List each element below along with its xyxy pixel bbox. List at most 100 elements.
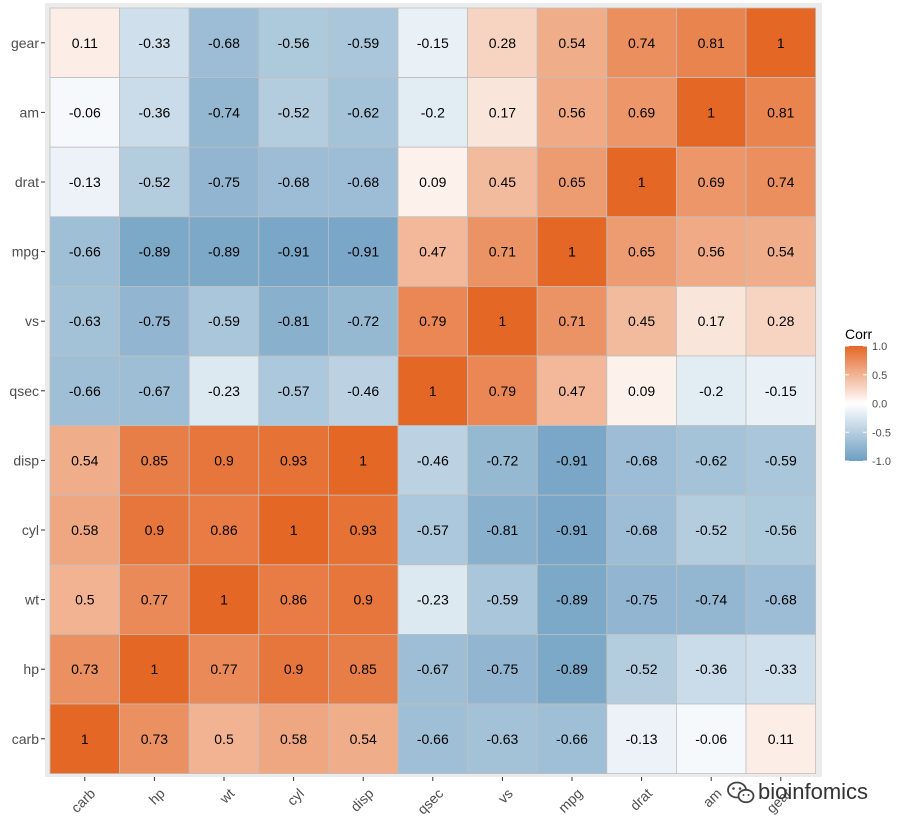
cell-value-label: -0.59 (208, 313, 240, 329)
cell-value-label: -0.56 (765, 522, 797, 538)
heatmap-cell (467, 7, 538, 78)
heatmap-cell (258, 703, 329, 774)
x-tick-label: wt (216, 785, 238, 807)
heatmap-cell (467, 146, 538, 218)
cell-value-label: -0.62 (347, 104, 379, 120)
heatmap-cell (327, 285, 399, 357)
legend-tick-label: -1.0 (872, 456, 891, 468)
x-tick-label: hp (146, 785, 168, 807)
heatmap-cell (536, 285, 608, 357)
cell-value-label: -0.68 (347, 174, 379, 190)
cell-value-label: -0.52 (695, 522, 727, 538)
cell-value-label: -0.66 (556, 731, 588, 747)
cell-value-label: 0.81 (767, 104, 794, 120)
heatmap-cell (258, 7, 329, 78)
heatmap-cell (258, 285, 329, 357)
heatmap-cell (606, 146, 677, 218)
heatmap-cell (536, 355, 608, 426)
heatmap-cell (397, 564, 468, 635)
heatmap-cell (745, 425, 816, 496)
heatmap-cell (327, 77, 399, 148)
cell-value-label: -0.75 (208, 174, 240, 190)
watermark: bioinfomics (727, 779, 868, 804)
cell-value-label: -0.68 (626, 452, 658, 468)
heatmap-cell (119, 425, 190, 496)
heatmap-cell (188, 634, 260, 705)
cell-value-label: 1 (220, 592, 228, 608)
x-tick-label: carb (68, 785, 99, 816)
cell-value-label: -0.67 (138, 383, 170, 399)
cell-value-label: -0.2 (421, 104, 445, 120)
cell-value-label: 0.9 (214, 452, 234, 468)
heatmap-cell (258, 494, 329, 566)
cell-value-label: -0.75 (626, 592, 658, 608)
cell-value-label: -0.89 (556, 661, 588, 677)
cell-value-label: -0.36 (138, 104, 170, 120)
y-axis: gear am drat mpg vs qsec disp cyl wt hp carb (9, 35, 45, 747)
heatmap-cell (49, 355, 120, 426)
legend: Corr 1.0 0.5 0.0 -0.5 -1.0 (845, 326, 891, 468)
y-tick-label: mpg (12, 244, 39, 260)
legend-tick-label: -0.5 (872, 427, 891, 439)
heatmap-cell (606, 703, 677, 774)
cell-value-label: 0.79 (489, 383, 516, 399)
heatmap-cell (119, 285, 190, 357)
heatmap-cell (467, 77, 538, 148)
cell-value-label: 0.86 (210, 522, 237, 538)
heatmap-cell (188, 703, 260, 774)
heatmap-cell (606, 7, 677, 78)
cell-value-label: -0.57 (417, 522, 449, 538)
cell-value-label: -0.36 (695, 661, 727, 677)
cell-value-label: -0.57 (278, 383, 310, 399)
heatmap-cell (745, 564, 816, 635)
heatmap-cell (745, 77, 816, 148)
cell-value-label: 0.56 (558, 104, 585, 120)
cell-value-label: -0.91 (556, 522, 588, 538)
cell-value-label: 0.28 (489, 35, 516, 51)
heatmap-cell (49, 7, 120, 78)
cell-value-label: 0.58 (280, 731, 307, 747)
heatmap-cell (49, 285, 120, 357)
y-tick-label: gear (11, 35, 39, 51)
x-tick-label: am (700, 785, 725, 810)
heatmap-cell (536, 494, 608, 566)
heatmap-cell (676, 634, 747, 705)
heatmap-cell (676, 285, 747, 357)
heatmap-cell (49, 494, 120, 566)
cell-value-label: -0.06 (69, 104, 101, 120)
cell-value-label: 1 (290, 522, 298, 538)
heatmap-cell (327, 564, 399, 635)
heatmap-cell (745, 216, 816, 287)
heatmap-cell (397, 216, 468, 287)
heatmap-cells (49, 7, 816, 774)
x-tick-label: disp (347, 785, 377, 815)
cell-value-label: 0.69 (698, 174, 725, 190)
cell-value-label: 0.79 (419, 313, 446, 329)
cell-value-label: -0.66 (417, 731, 449, 747)
cell-value-label: 0.45 (489, 174, 516, 190)
cell-value-label: -0.13 (69, 174, 101, 190)
cell-value-label: 0.45 (628, 313, 655, 329)
heatmap-cell (676, 703, 747, 774)
heatmap-cell (606, 355, 677, 426)
cell-value-label: 1 (429, 383, 437, 399)
heatmap-cell (327, 703, 399, 774)
heatmap-cell (676, 7, 747, 78)
y-tick-label: hp (23, 661, 39, 677)
heatmap-cell (536, 703, 608, 774)
legend-tick-label: 0.0 (872, 399, 887, 411)
heatmap-cell (676, 494, 747, 566)
cell-value-label: -0.81 (486, 522, 518, 538)
cell-value-label: 0.93 (350, 522, 377, 538)
heatmap-cell (188, 146, 260, 218)
y-tick-label: vs (25, 313, 39, 329)
cell-value-label: -0.89 (556, 592, 588, 608)
heatmap-cell (49, 77, 120, 148)
cell-value-label: 1 (499, 313, 507, 329)
legend-colorbar (845, 346, 867, 461)
x-tick-label: vs (495, 785, 516, 806)
cell-value-label: -0.06 (695, 731, 727, 747)
heatmap-cell (536, 216, 608, 287)
y-tick-label: cyl (22, 522, 39, 538)
